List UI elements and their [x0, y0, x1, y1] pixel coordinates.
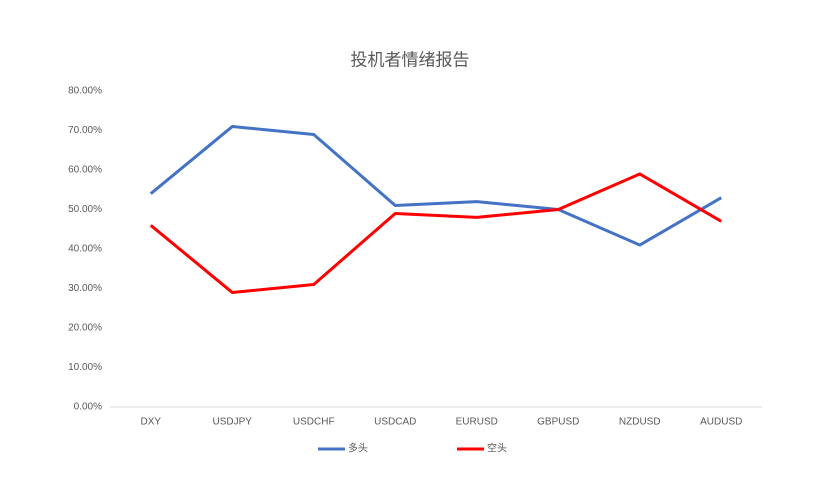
- x-tick-label: USDCHF: [293, 417, 335, 428]
- x-tick-label: GBPUSD: [537, 417, 579, 428]
- x-tick-label: NZDUSD: [619, 417, 661, 428]
- x-tick-label: AUDUSD: [700, 417, 742, 428]
- x-tick-label: USDJPY: [213, 417, 253, 428]
- chart-title: 投机者情绪报告: [351, 50, 470, 69]
- y-tick-label: 80.00%: [68, 86, 102, 97]
- x-tick-label: USDCAD: [374, 417, 416, 428]
- line-series: [149, 125, 723, 247]
- x-tick-label: DXY: [140, 417, 161, 428]
- y-tick-label: 20.00%: [68, 323, 102, 334]
- legend-label: 多头: [348, 442, 368, 455]
- legend-label: 空头: [487, 442, 507, 455]
- y-tick-label: 10.00%: [68, 362, 102, 373]
- x-tick-label: EURUSD: [456, 417, 498, 428]
- y-tick-label: 50.00%: [68, 204, 102, 215]
- y-tick-label: 70.00%: [68, 125, 102, 136]
- y-tick-label: 0.00%: [74, 402, 102, 413]
- y-tick-label: 40.00%: [68, 244, 102, 255]
- y-tick-label: 60.00%: [68, 165, 102, 176]
- y-tick-label: 30.00%: [68, 283, 102, 294]
- line-series: [149, 172, 723, 294]
